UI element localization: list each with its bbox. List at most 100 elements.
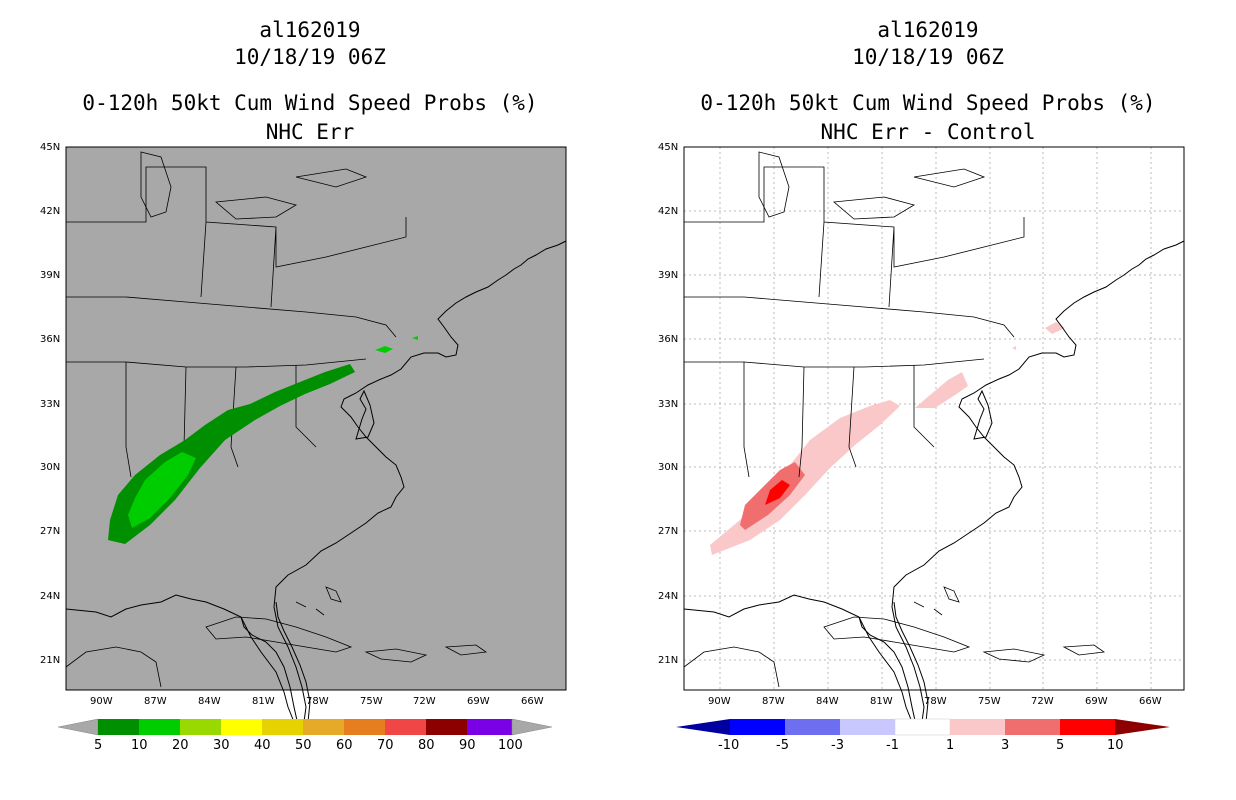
left-lat-label: 21N (40, 655, 61, 666)
right-colorbar-label: 3 (1001, 738, 1010, 753)
left-swath-outer (108, 364, 355, 544)
right-map-background (684, 147, 1184, 690)
right-colorbar-label: 1 (946, 738, 955, 753)
left-colorbar-bin (180, 719, 221, 735)
left-colorbar (57, 718, 553, 736)
right-lat-label: 30N (658, 462, 679, 473)
right-colorbar-high-arrow (1115, 719, 1170, 735)
right-colorbar-label: 10 (1107, 738, 1124, 753)
left-colorbar-bin (221, 719, 262, 735)
left-lon-label: 81W (252, 696, 275, 707)
left-colorbar-bin (139, 719, 180, 735)
left-storm-id: al162019 (259, 18, 361, 42)
left-colorbar-label: 20 (172, 738, 189, 753)
right-lat-label: 39N (658, 270, 679, 281)
left-colorbar-label: 70 (377, 738, 394, 753)
left-lat-label: 30N (40, 462, 61, 473)
right-lon-label: 75W (978, 696, 1001, 707)
left-lon-label: 90W (90, 696, 113, 707)
left-subtitle: NHC Err (265, 120, 355, 144)
left-colorbar-high-arrow (511, 718, 553, 736)
left-lat-label: 24N (40, 591, 61, 602)
right-lon-label: 81W (870, 696, 893, 707)
left-lon-label: 78W (306, 696, 329, 707)
right-colorbar-low-arrow (676, 719, 730, 735)
left-lat-label: 27N (40, 526, 61, 537)
right-subtitle: NHC Err - Control (820, 120, 1036, 144)
right-lat-label: 27N (658, 526, 679, 537)
right-lon-label: 90W (708, 696, 731, 707)
left-lon-label: 72W (413, 696, 436, 707)
left-lon-label: 69W (467, 696, 490, 707)
right-lat-label: 33N (658, 399, 679, 410)
left-colorbar-label: 60 (336, 738, 353, 753)
right-lon-label: 87W (762, 696, 785, 707)
left-swath-spot (412, 336, 418, 340)
right-lat-label: 42N (658, 206, 679, 217)
left-colorbar-label: 30 (213, 738, 230, 753)
left-lat-label: 39N (40, 270, 61, 281)
left-colorbar-label: 50 (295, 738, 312, 753)
left-colorbar-label: 40 (254, 738, 271, 753)
left-product-title: 0-120h 50kt Cum Wind Speed Probs (%) (82, 91, 538, 115)
right-lat-label: 24N (658, 591, 679, 602)
right-lon-label: 66W (1139, 696, 1162, 707)
left-colorbar-bin (344, 719, 385, 735)
right-init-time: 10/18/19 06Z (852, 45, 1004, 69)
left-colorbar-label: 100 (498, 738, 523, 753)
left-colorbar-bin (98, 719, 139, 735)
left-colorbar-label: 80 (418, 738, 435, 753)
left-colorbar-bin (426, 719, 467, 735)
right-colorbar (676, 718, 1170, 736)
left-colorbar-label: 5 (94, 738, 103, 753)
left-lat-label: 42N (40, 206, 61, 217)
right-colorbar-bin (1005, 719, 1060, 735)
left-lon-label: 75W (360, 696, 383, 707)
left-colorbar-label: 10 (131, 738, 148, 753)
right-lat-label: 21N (658, 655, 679, 666)
right-lon-label: 72W (1031, 696, 1054, 707)
right-colorbar-bin (840, 719, 895, 735)
left-colorbar-label: 90 (459, 738, 476, 753)
right-colorbar-label: 5 (1056, 738, 1065, 753)
left-init-time: 10/18/19 06Z (234, 45, 386, 69)
right-lon-label: 69W (1085, 696, 1108, 707)
right-colorbar-bin (894, 718, 951, 736)
right-colorbar-bin (1060, 719, 1115, 735)
left-lat-label: 36N (40, 334, 61, 345)
left-lon-label: 87W (144, 696, 167, 707)
left-map-background (66, 147, 566, 690)
left-lon-label: 84W (198, 696, 221, 707)
left-colorbar-low-arrow (57, 718, 99, 736)
right-swath-light (915, 372, 968, 408)
right-map-frame (683, 146, 1185, 691)
left-colorbar-bin (303, 719, 344, 735)
left-map (65, 146, 567, 730)
left-map-frame (65, 146, 567, 691)
right-lon-label: 78W (924, 696, 947, 707)
right-swath-light (1012, 346, 1016, 350)
right-storm-id: al162019 (877, 18, 979, 42)
right-swath-strong (765, 480, 790, 505)
left-lon-label: 66W (521, 696, 544, 707)
left-colorbar-bin (262, 719, 303, 735)
right-colorbar-bin (950, 719, 1005, 735)
right-map (683, 146, 1185, 730)
right-colorbar-bin (785, 719, 840, 735)
right-lat-label: 36N (658, 334, 679, 345)
right-gridlines (684, 147, 1184, 690)
right-lon-label: 84W (816, 696, 839, 707)
left-lat-label: 33N (40, 399, 61, 410)
right-colorbar-label: -1 (886, 738, 899, 753)
right-colorbar-label: -10 (718, 738, 740, 753)
right-product-title: 0-120h 50kt Cum Wind Speed Probs (%) (700, 91, 1156, 115)
right-colorbar-bin (730, 719, 785, 735)
right-colorbar-label: -3 (831, 738, 844, 753)
left-swath-inner (128, 452, 196, 528)
left-colorbar-bin (467, 719, 512, 735)
left-lat-label: 45N (40, 142, 61, 153)
right-colorbar-label: -5 (776, 738, 789, 753)
left-colorbar-bin (385, 719, 426, 735)
left-swath-spot (375, 346, 393, 353)
